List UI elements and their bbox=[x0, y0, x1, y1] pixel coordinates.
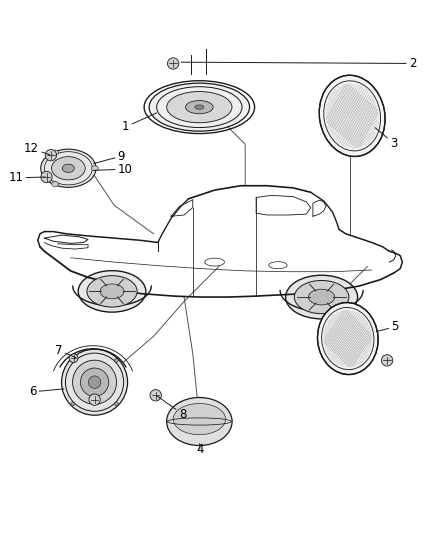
Text: 10: 10 bbox=[94, 163, 133, 176]
Circle shape bbox=[150, 390, 161, 401]
Ellipse shape bbox=[52, 182, 59, 187]
Text: 6: 6 bbox=[29, 385, 64, 398]
Ellipse shape bbox=[87, 276, 137, 307]
Ellipse shape bbox=[114, 402, 118, 406]
Circle shape bbox=[45, 149, 57, 161]
Ellipse shape bbox=[73, 360, 117, 404]
Circle shape bbox=[69, 354, 78, 362]
Ellipse shape bbox=[71, 402, 74, 406]
Ellipse shape bbox=[91, 166, 99, 171]
Text: 7: 7 bbox=[55, 344, 76, 358]
Text: 11: 11 bbox=[8, 172, 45, 184]
Text: 12: 12 bbox=[24, 142, 49, 155]
Ellipse shape bbox=[166, 398, 232, 446]
Ellipse shape bbox=[52, 150, 59, 155]
Circle shape bbox=[89, 394, 100, 405]
Ellipse shape bbox=[78, 271, 146, 312]
Ellipse shape bbox=[321, 308, 374, 369]
Ellipse shape bbox=[149, 83, 250, 131]
Ellipse shape bbox=[195, 105, 204, 109]
Text: 5: 5 bbox=[376, 320, 399, 333]
Ellipse shape bbox=[286, 275, 357, 319]
Ellipse shape bbox=[62, 349, 127, 415]
Ellipse shape bbox=[52, 157, 85, 180]
Text: 9: 9 bbox=[94, 150, 125, 164]
Text: 3: 3 bbox=[375, 128, 398, 150]
Ellipse shape bbox=[41, 149, 96, 187]
Circle shape bbox=[381, 354, 393, 366]
Text: 4: 4 bbox=[196, 442, 204, 456]
Ellipse shape bbox=[62, 164, 74, 172]
Ellipse shape bbox=[319, 75, 385, 157]
Text: 8: 8 bbox=[157, 396, 186, 421]
Ellipse shape bbox=[81, 368, 109, 397]
Ellipse shape bbox=[88, 376, 101, 389]
Ellipse shape bbox=[318, 303, 378, 375]
Circle shape bbox=[41, 171, 52, 183]
Ellipse shape bbox=[100, 284, 124, 299]
Ellipse shape bbox=[308, 289, 335, 305]
Text: 2: 2 bbox=[181, 57, 417, 70]
Ellipse shape bbox=[294, 280, 349, 313]
Ellipse shape bbox=[173, 403, 226, 435]
Ellipse shape bbox=[186, 101, 213, 114]
Ellipse shape bbox=[167, 92, 232, 123]
Text: 1: 1 bbox=[122, 113, 157, 133]
Circle shape bbox=[167, 58, 179, 69]
Ellipse shape bbox=[114, 359, 118, 362]
Ellipse shape bbox=[324, 81, 381, 151]
Ellipse shape bbox=[71, 359, 74, 362]
